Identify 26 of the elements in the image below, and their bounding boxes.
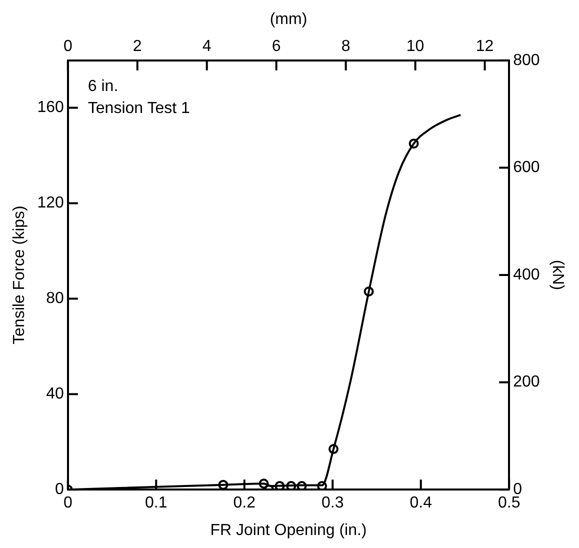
y-axis-title: Tensile Force (kips) — [11, 206, 28, 344]
x-tick-label: 0.2 — [233, 494, 256, 512]
x-tick-label: 0.1 — [145, 494, 168, 512]
x2-tick-label: 4 — [202, 38, 212, 56]
x-tick-label: 0.3 — [321, 494, 344, 512]
y2-tick-label: 200 — [513, 374, 540, 391]
y2-tick-label: 400 — [513, 266, 540, 284]
y2-tick-label: 800 — [513, 52, 540, 69]
x-tick-label: 0.4 — [410, 494, 432, 512]
x2-tick-label: 12 — [476, 38, 494, 56]
y-tick-label: 40 — [46, 386, 64, 403]
x2-axis-title: (mm) — [270, 11, 308, 28]
y-tick-label: 80 — [46, 290, 64, 308]
y2-axis-title: (kN) — [548, 260, 566, 290]
x2-tick-label: 6 — [272, 38, 281, 56]
y2-tick-label: 600 — [513, 159, 540, 176]
annotation: Tension Test 1 — [88, 100, 190, 117]
x-tick-label: 0.5 — [498, 494, 520, 512]
x-axis-title: FR Joint Opening (in.) — [210, 522, 367, 539]
y-tick-label: 0 — [54, 481, 64, 498]
x2-tick-label: 2 — [132, 38, 142, 56]
y-tick-label: 120 — [37, 194, 64, 212]
x2-tick-label: 8 — [341, 38, 350, 56]
y-tick-label: 160 — [37, 99, 64, 116]
annotation: 6 in. — [88, 78, 118, 95]
x2-tick-label: 10 — [406, 38, 424, 56]
